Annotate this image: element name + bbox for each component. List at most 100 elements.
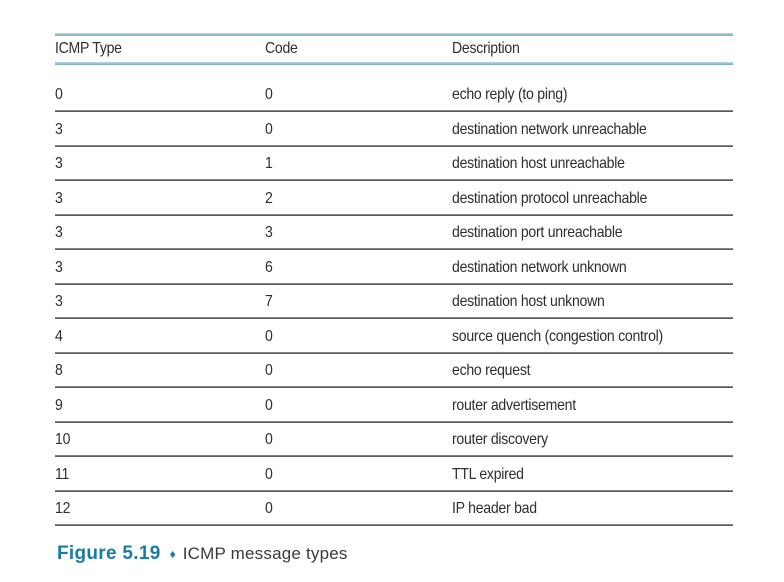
table-row: 9 0 router advertisement	[55, 388, 733, 421]
code-value: 0	[265, 396, 273, 414]
description-value: destination network unreachable	[452, 120, 647, 138]
description-value: IP header bad	[452, 500, 537, 517]
cell-description: destination network unknown	[452, 259, 733, 277]
cell-code: 2	[265, 190, 452, 208]
icmp-type-value: 9	[55, 396, 63, 414]
icmp-type-value: 3	[55, 293, 63, 310]
cell-code: 0	[265, 362, 452, 380]
icmp-type-value: 4	[55, 327, 63, 345]
row-divider	[55, 213, 733, 216]
figure-number-label: Figure 5.19	[57, 543, 161, 564]
code-value: 7	[265, 293, 273, 310]
table-row: 3 6 destination network unknown	[55, 250, 733, 283]
table-row: 3 7 destination host unknown	[55, 285, 733, 318]
row-divider	[55, 144, 733, 147]
icmp-type-value: 3	[55, 258, 63, 276]
cell-icmp-type: 9	[55, 397, 265, 415]
cell-icmp-type: 4	[55, 328, 265, 346]
description-value: router advertisement	[452, 396, 576, 414]
cell-icmp-type: 3	[55, 121, 265, 139]
row-divider	[55, 455, 733, 457]
icmp-message-types-table: ICMP Type Code Description 0 0 echo repl…	[55, 33, 733, 526]
header-icmp-type: ICMP Type	[55, 40, 265, 58]
cell-code: 0	[265, 86, 452, 104]
icmp-type-value: 8	[55, 362, 63, 379]
cell-description: destination host unknown	[452, 293, 733, 311]
table-row: 11 0 TTL expired	[55, 457, 733, 490]
cell-description: echo request	[452, 362, 733, 380]
cell-description: router discovery	[452, 431, 733, 449]
header-icmp-type-label: ICMP Type	[55, 40, 122, 57]
cell-description: source quench (congestion control)	[452, 328, 733, 346]
table-row: 0 0 echo reply (to ping)	[55, 65, 733, 110]
icmp-type-value: 3	[55, 155, 63, 172]
code-value: 2	[265, 189, 273, 207]
code-value: 0	[265, 500, 273, 517]
table-row: 8 0 echo request	[55, 354, 733, 387]
header-description: Description	[452, 40, 733, 58]
code-value: 0	[265, 431, 273, 448]
cell-description: router advertisement	[452, 397, 733, 415]
cell-code: 0	[265, 397, 452, 415]
icmp-type-value: 10	[55, 431, 71, 448]
cell-icmp-type: 8	[55, 362, 265, 380]
figure-caption-text: ICMP message types	[182, 544, 348, 563]
row-divider	[55, 489, 733, 492]
table-row: 12 0 IP header bad	[55, 492, 733, 525]
description-value: source quench (congestion control)	[452, 327, 663, 345]
row-divider	[55, 179, 733, 181]
icmp-type-value: 12	[55, 500, 71, 517]
description-value: destination host unreachable	[452, 155, 625, 172]
header-code-label: Code	[265, 40, 298, 57]
cell-icmp-type: 11	[55, 466, 265, 484]
code-value: 1	[265, 155, 273, 172]
cell-code: 7	[265, 293, 452, 311]
cell-code: 0	[265, 328, 452, 346]
row-divider	[55, 248, 733, 250]
cell-code: 0	[265, 121, 452, 139]
cell-code: 0	[265, 500, 452, 518]
cell-description: destination host unreachable	[452, 155, 733, 173]
table-top-rule	[55, 33, 733, 36]
icmp-type-value: 11	[55, 465, 70, 483]
code-value: 0	[265, 327, 273, 345]
row-divider	[55, 420, 733, 423]
table-header-row: ICMP Type Code Description	[55, 36, 733, 62]
row-divider	[55, 282, 733, 285]
table-row: 4 0 source quench (congestion control)	[55, 319, 733, 352]
code-value: 3	[265, 224, 273, 241]
code-value: 0	[265, 120, 273, 138]
icmp-type-value: 0	[55, 86, 63, 103]
code-value: 0	[265, 465, 273, 483]
cell-description: IP header bad	[452, 500, 733, 518]
cell-description: destination protocol unreachable	[452, 190, 733, 208]
table-row: 3 3 destination port unreachable	[55, 216, 733, 249]
row-divider	[55, 386, 733, 388]
code-value: 6	[265, 258, 273, 276]
table-row: 10 0 router discovery	[55, 423, 733, 456]
icmp-type-value: 3	[55, 120, 63, 138]
icmp-type-value: 3	[55, 189, 63, 207]
icmp-type-value: 3	[55, 224, 63, 241]
cell-icmp-type: 3	[55, 224, 265, 242]
cell-code: 1	[265, 155, 452, 173]
header-code: Code	[265, 40, 452, 58]
cell-icmp-type: 3	[55, 155, 265, 173]
code-value: 0	[265, 362, 273, 379]
table-row: 3 0 destination network unreachable	[55, 112, 733, 145]
description-value: echo reply (to ping)	[452, 86, 568, 103]
row-divider	[55, 524, 733, 526]
cell-description: destination network unreachable	[452, 121, 733, 139]
figure-caption: Figure 5.19 ♦ ICMP message types	[57, 543, 784, 565]
cell-icmp-type: 12	[55, 500, 265, 518]
row-divider	[55, 110, 733, 112]
description-value: destination network unknown	[452, 258, 627, 276]
row-divider	[55, 317, 733, 319]
cell-icmp-type: 3	[55, 190, 265, 208]
cell-description: echo reply (to ping)	[452, 86, 733, 104]
description-value: destination port unreachable	[452, 224, 623, 241]
cell-icmp-type: 10	[55, 431, 265, 449]
header-description-label: Description	[452, 40, 520, 57]
cell-icmp-type: 3	[55, 293, 265, 311]
row-divider	[55, 351, 733, 354]
